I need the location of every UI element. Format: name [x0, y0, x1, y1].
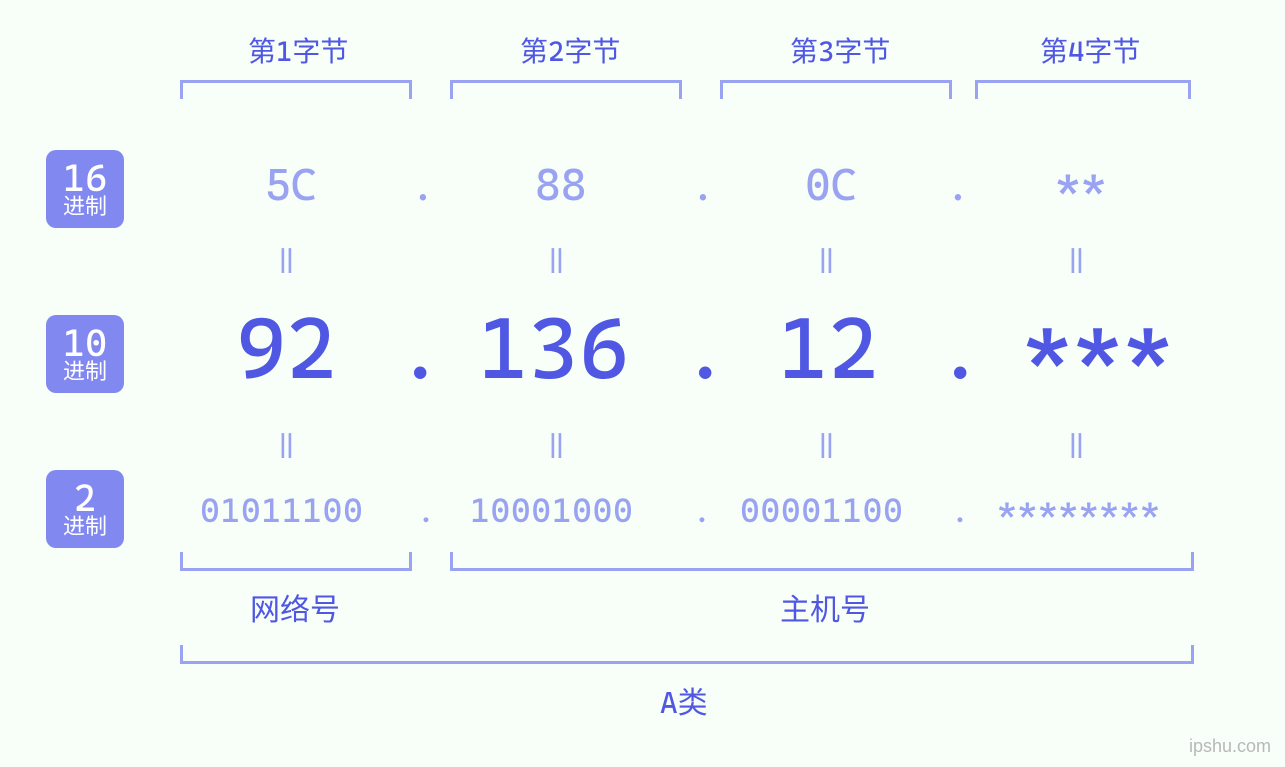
badge-dec-suffix: 进制 — [63, 361, 107, 384]
dec-byte1: 92 — [236, 299, 337, 399]
eq-hex-dec-b2: ॥ — [545, 230, 564, 285]
bin-dot3: . — [950, 490, 970, 530]
eq-hex-dec-b1: ॥ — [275, 230, 294, 285]
eq-hex-dec-b3: ॥ — [815, 230, 834, 285]
hex-byte3: 0C — [805, 160, 857, 211]
bracket-network — [180, 552, 412, 571]
label-class: A类 — [660, 678, 708, 722]
hex-dot2: . — [690, 160, 716, 211]
bracket-host — [450, 552, 1194, 571]
bin-dot1: . — [416, 490, 436, 530]
eq-dec-bin-b1: ॥ — [275, 415, 294, 470]
bin-byte4: ******** — [997, 490, 1160, 530]
hex-byte2: 88 — [535, 160, 587, 211]
eq-dec-bin-b4: ॥ — [1065, 415, 1084, 470]
badge-bin: 2 进制 — [46, 470, 124, 548]
hex-byte1: 5C — [265, 160, 317, 211]
dec-byte4: *** — [1022, 299, 1173, 399]
eq-dec-bin-b2: ॥ — [545, 415, 564, 470]
watermark: ipshu.com — [1189, 736, 1271, 757]
bin-byte2: 10001000 — [470, 490, 633, 530]
label-network: 网络号 — [250, 585, 340, 629]
badge-dec-number: 10 — [63, 324, 108, 364]
bracket-top-byte3 — [720, 80, 952, 99]
badge-hex: 16 进制 — [46, 150, 124, 228]
col-header-byte1: 第1字节 — [248, 30, 348, 70]
bin-byte1: 01011100 — [200, 490, 363, 530]
badge-dec: 10 进制 — [46, 315, 124, 393]
badge-hex-suffix: 进制 — [63, 196, 107, 219]
badge-hex-number: 16 — [63, 159, 108, 199]
hex-dot3: . — [945, 160, 971, 211]
bracket-top-byte4 — [975, 80, 1191, 99]
dec-dot2: . — [680, 299, 730, 399]
dec-dot3: . — [935, 299, 985, 399]
label-host: 主机号 — [780, 585, 870, 629]
dec-dot1: . — [395, 299, 445, 399]
eq-dec-bin-b3: ॥ — [815, 415, 834, 470]
dec-byte3: 12 — [778, 299, 879, 399]
badge-bin-suffix: 进制 — [63, 516, 107, 539]
bracket-top-byte2 — [450, 80, 682, 99]
hex-dot1: . — [410, 160, 436, 211]
hex-byte4: ** — [1055, 160, 1107, 211]
bracket-top-byte1 — [180, 80, 412, 99]
col-header-byte4: 第4字节 — [1040, 30, 1140, 70]
bin-dot2: . — [692, 490, 712, 530]
col-header-byte3: 第3字节 — [790, 30, 890, 70]
eq-hex-dec-b4: ॥ — [1065, 230, 1084, 285]
col-header-byte2: 第2字节 — [520, 30, 620, 70]
badge-bin-number: 2 — [74, 479, 96, 519]
bin-byte3: 00001100 — [740, 490, 903, 530]
dec-byte2: 136 — [478, 299, 629, 399]
bracket-class — [180, 645, 1194, 664]
